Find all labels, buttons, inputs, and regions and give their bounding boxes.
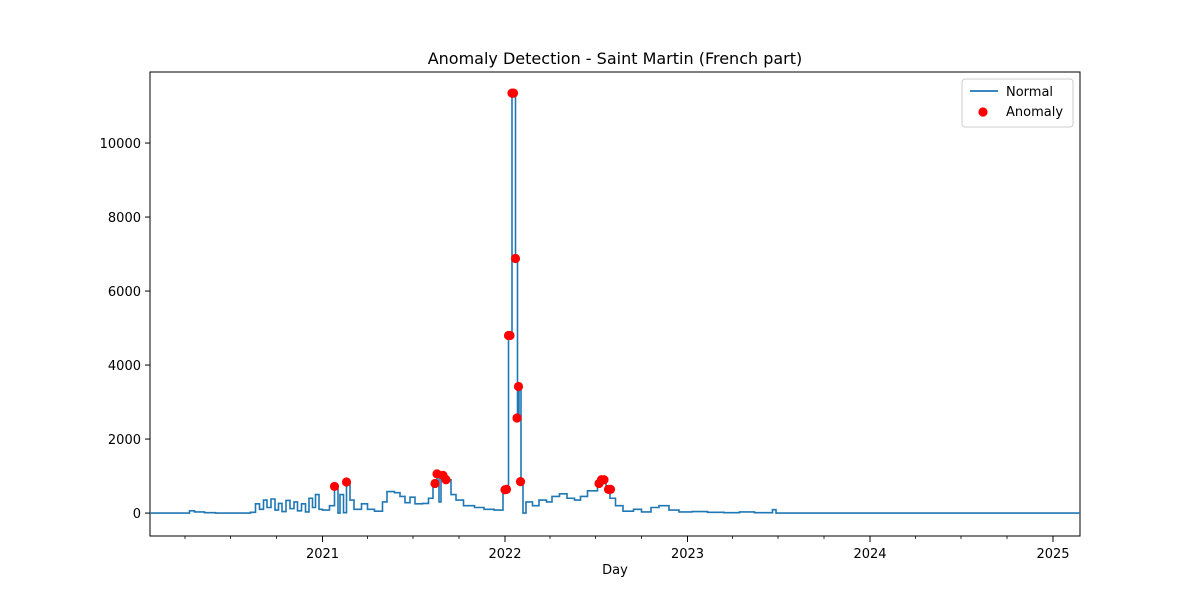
legend-label: Normal [1006, 85, 1053, 100]
anomaly-point [513, 381, 524, 392]
x-tick-label: 2022 [488, 547, 521, 562]
anomaly-point [430, 478, 440, 489]
anomaly-point [501, 484, 512, 494]
anomaly-markers [329, 88, 616, 495]
anomaly-point [341, 477, 352, 487]
y-tick-label: 4000 [108, 359, 141, 374]
legend-swatch-marker [978, 107, 988, 117]
y-tick-label: 0 [133, 507, 141, 522]
y-tick-label: 10000 [100, 137, 141, 152]
x-tick-label: 2025 [1036, 547, 1069, 562]
anomaly-point [441, 475, 451, 485]
anomaly-point [510, 253, 521, 264]
chart-title: Anomaly Detection - Saint Martin (French… [428, 49, 803, 68]
axes-frame [149, 71, 1081, 537]
anomaly-point [515, 477, 526, 487]
x-tick-label: 2024 [853, 547, 886, 562]
anomaly-point [505, 330, 515, 341]
y-tick-label: 6000 [108, 285, 141, 300]
x-tick-label: 2021 [306, 547, 339, 562]
anomaly-point [329, 481, 340, 492]
anomaly-point [508, 88, 519, 98]
legend: Normal Anomaly [961, 78, 1074, 128]
anomaly-point [512, 413, 522, 423]
y-tick-label: 2000 [108, 433, 141, 448]
plot-area: 0 2000 4000 6000 8000 10000 2021 2022 2023 2024 20… [100, 71, 1081, 562]
anomaly-point [599, 475, 609, 485]
anomaly-point [605, 484, 616, 494]
x-axis-label: Day [602, 563, 628, 578]
x-tick-label: 2023 [671, 547, 704, 562]
legend-label: Anomaly [1006, 105, 1063, 120]
y-tick-label: 8000 [108, 211, 141, 226]
